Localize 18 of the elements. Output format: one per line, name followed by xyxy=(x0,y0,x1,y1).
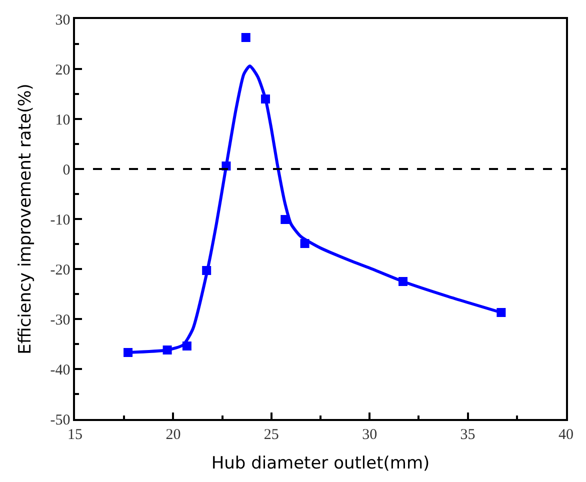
y-tick-label: 30 xyxy=(55,12,70,28)
x-axis-title: Hub diameter outlet(mm) xyxy=(211,454,430,474)
x-tick-label: 20 xyxy=(166,426,181,443)
y-tick-label: -50 xyxy=(50,412,70,428)
y-tick-label: -10 xyxy=(50,212,70,228)
point xyxy=(241,33,250,42)
y-tick-label: 0 xyxy=(62,162,70,178)
x-tick-label: 35 xyxy=(460,426,476,443)
x-tick-label: 40 xyxy=(558,426,574,443)
y-axis-title: Efficiency improvement rate(%) xyxy=(15,84,36,354)
y-tick-label: -30 xyxy=(50,312,70,328)
y-tick-label: -20 xyxy=(50,262,70,278)
y-tick-label: -40 xyxy=(50,362,70,378)
y-tick-label: 20 xyxy=(55,62,70,78)
x-tick-label: 25 xyxy=(264,426,279,443)
x-tick-label: 15 xyxy=(68,426,82,443)
y-tick-label: 10 xyxy=(55,112,70,128)
x-tick-label: 30 xyxy=(362,426,378,443)
